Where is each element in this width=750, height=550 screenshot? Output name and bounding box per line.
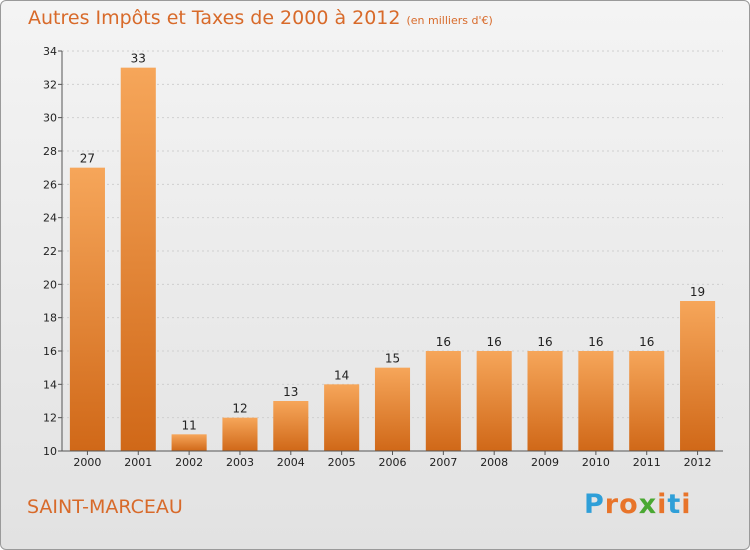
- data-label: 15: [385, 352, 400, 366]
- chart-subtitle: (en milliers d'€): [406, 14, 493, 27]
- proxiti-logo: Proxiti: [584, 489, 692, 520]
- x-tick-label: 2005: [328, 456, 356, 469]
- y-tick-label: 32: [43, 78, 57, 91]
- bar: [527, 351, 563, 451]
- logo-letter: r: [604, 489, 620, 520]
- y-tick-label: 10: [43, 445, 57, 458]
- bar: [425, 351, 461, 451]
- bar: [374, 367, 411, 451]
- data-label: 12: [232, 402, 247, 416]
- y-tick-label: 34: [43, 45, 57, 58]
- x-tick-label: 2002: [175, 456, 203, 469]
- logo-letter: i: [657, 489, 668, 520]
- data-label: 19: [690, 285, 705, 299]
- bar: [476, 351, 512, 451]
- x-tick-label: 2004: [277, 456, 305, 469]
- chart-title: Autres Impôts et Taxes de 2000 à 2012 (en…: [28, 7, 493, 29]
- bar: [171, 434, 207, 451]
- data-label: 16: [588, 335, 603, 349]
- data-label: 14: [334, 368, 349, 382]
- logo-letter: i: [681, 489, 692, 520]
- x-tick-label: 2007: [429, 456, 457, 469]
- y-tick-label: 20: [43, 278, 57, 291]
- data-label: 13: [283, 385, 298, 399]
- y-tick-label: 28: [43, 145, 57, 158]
- x-tick-label: 2000: [73, 456, 101, 469]
- data-label: 27: [80, 152, 95, 166]
- y-tick-label: 26: [43, 178, 57, 191]
- bar: [324, 384, 360, 451]
- y-tick-label: 12: [43, 412, 57, 425]
- bar: [222, 417, 258, 451]
- logo-letter: x: [638, 489, 658, 520]
- data-label: 16: [487, 335, 502, 349]
- x-tick-label: 2012: [684, 456, 712, 469]
- y-tick-label: 18: [43, 312, 57, 325]
- x-tick-label: 2010: [582, 456, 610, 469]
- logo-letter: o: [619, 489, 639, 520]
- x-tick-label: 2011: [633, 456, 661, 469]
- x-tick-label: 2009: [531, 456, 559, 469]
- chart-title-text: Autres Impôts et Taxes de 2000 à 2012: [28, 7, 401, 29]
- data-label: 16: [639, 335, 654, 349]
- data-label: 16: [537, 335, 552, 349]
- axes: [58, 50, 723, 455]
- bars: [69, 67, 716, 452]
- bar: [680, 301, 716, 451]
- data-label: 16: [436, 335, 451, 349]
- y-tick-label: 30: [43, 112, 57, 125]
- logo-letter: P: [584, 489, 605, 520]
- y-tick-label: 16: [43, 345, 57, 358]
- y-tick-label: 22: [43, 245, 57, 258]
- data-label: 33: [131, 52, 146, 66]
- logo-letter: t: [667, 489, 682, 520]
- bar: [120, 67, 156, 452]
- x-tick-label: 2008: [480, 456, 508, 469]
- y-tick-label: 24: [43, 212, 57, 225]
- bar: [273, 401, 309, 451]
- x-tick-label: 2006: [379, 456, 407, 469]
- y-tick-label: 14: [43, 378, 57, 391]
- data-label: 11: [181, 418, 196, 432]
- bar: [578, 351, 614, 451]
- x-tick-label: 2003: [226, 456, 254, 469]
- labels: 10 12 14 16 18 20 22 24 26 28 30 32 34 27 2000 33 2001 11…: [43, 45, 712, 469]
- bar: [69, 167, 105, 451]
- bar: [629, 351, 665, 451]
- commune-name: SAINT-MARCEAU: [27, 496, 183, 518]
- x-tick-label: 2001: [124, 456, 152, 469]
